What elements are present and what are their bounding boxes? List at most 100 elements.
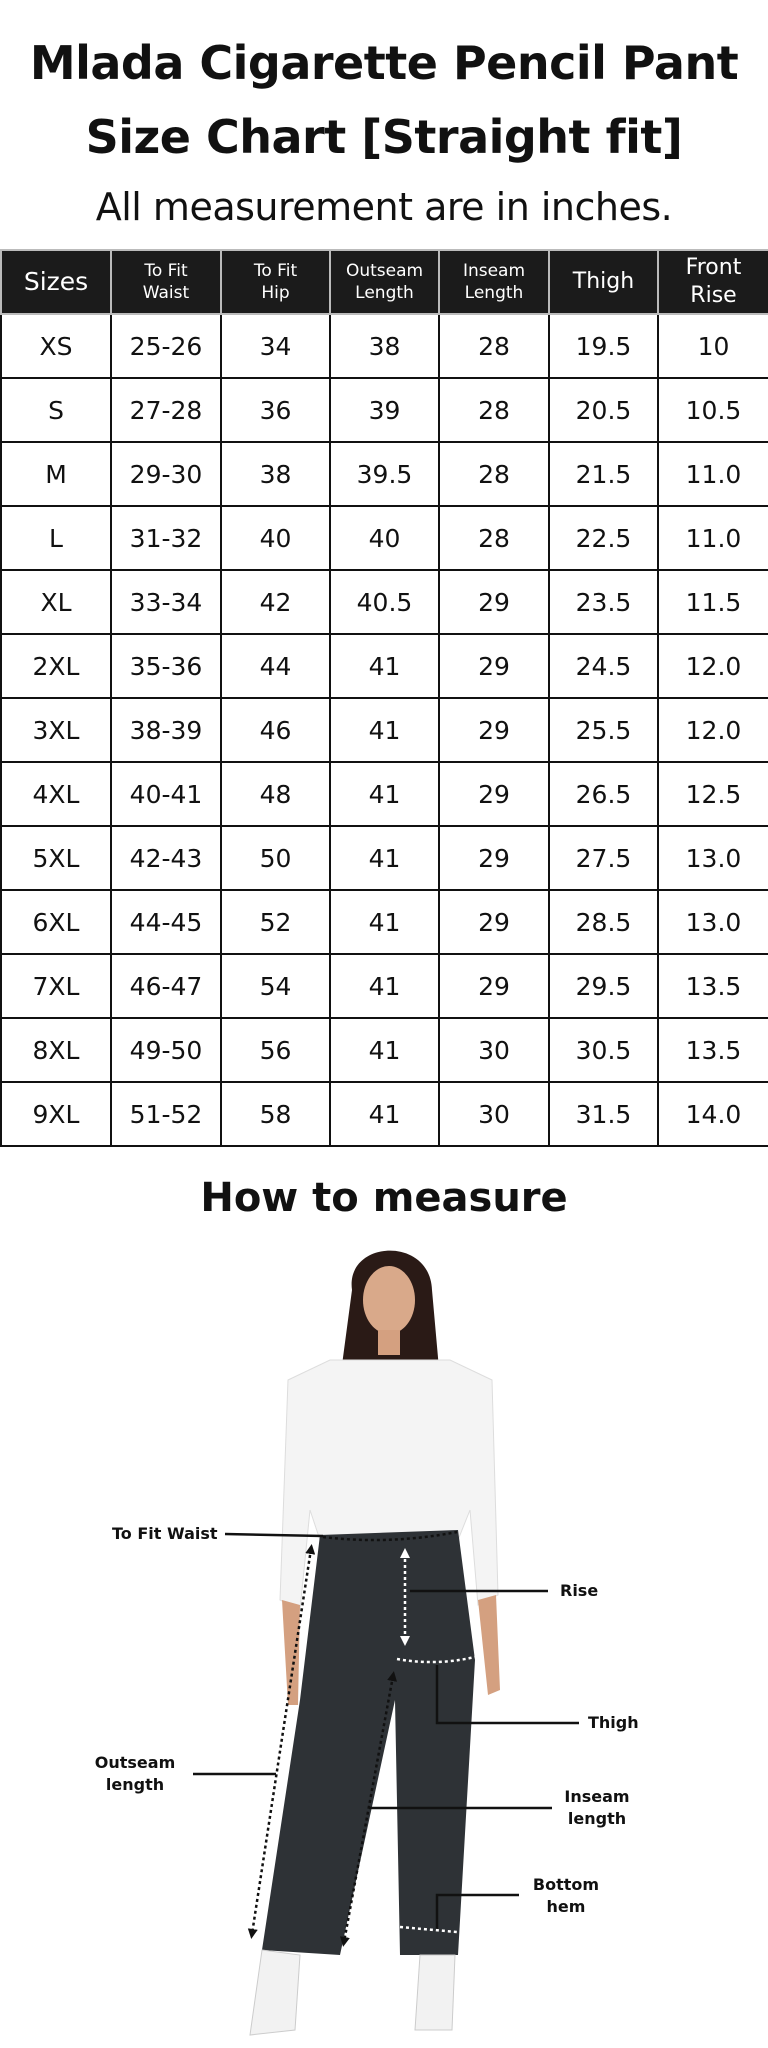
model-illustration — [249, 1250, 500, 2036]
table-cell: 20.5 — [548, 377, 659, 443]
table-cell: 3XL — [0, 697, 112, 763]
table-cell: 24.5 — [548, 633, 659, 699]
neck — [378, 1330, 400, 1355]
table-cell: 41 — [329, 633, 440, 699]
table-cell: 14.0 — [657, 1081, 768, 1147]
table-cell: 42-43 — [110, 825, 222, 891]
table-cell: 2XL — [0, 633, 112, 699]
column-header-line1: To Fit — [253, 261, 298, 281]
label-bottom-hem: Bottom hem — [521, 1874, 611, 1918]
table-cell: 36 — [220, 377, 331, 443]
table-cell: 28 — [438, 441, 550, 507]
label-thigh: Thigh — [588, 1713, 639, 1732]
table-cell: 13.5 — [657, 1017, 768, 1083]
column-header-line1: To Fit — [144, 261, 188, 281]
table-cell: 10.5 — [657, 377, 768, 443]
table-cell: 29 — [438, 825, 550, 891]
table-cell: 11.0 — [657, 505, 768, 571]
table-cell: 28 — [438, 313, 550, 379]
table-cell: 28 — [438, 505, 550, 571]
table-cell: 8XL — [0, 1017, 112, 1083]
column-header: To Fit Waist — [110, 249, 222, 315]
table-cell: 29 — [438, 889, 550, 955]
table-row: 7XL 46-47 54 41 29 29.5 13.5 — [0, 953, 768, 1019]
table-row: M 29-30 38 39.5 28 21.5 11.0 — [0, 441, 768, 507]
table-cell: 27-28 — [110, 377, 222, 443]
table-cell: 26.5 — [548, 761, 659, 827]
table-cell: 13.0 — [657, 889, 768, 955]
column-header-line1: Sizes — [23, 267, 89, 296]
table-cell: 41 — [329, 761, 440, 827]
table-cell: 31-32 — [110, 505, 222, 571]
table-cell: 40 — [220, 505, 331, 571]
table-cell: S — [0, 377, 112, 443]
column-header: Outseam Length — [329, 249, 440, 315]
table-cell: 11.0 — [657, 441, 768, 507]
table-cell: 13.0 — [657, 825, 768, 891]
table-cell: 22.5 — [548, 505, 659, 571]
table-cell: 56 — [220, 1017, 331, 1083]
table-cell: 34 — [220, 313, 331, 379]
table-row: 5XL 42-43 50 41 29 27.5 13.0 — [0, 825, 768, 891]
table-cell: 42 — [220, 569, 331, 635]
table-cell: 54 — [220, 953, 331, 1019]
table-cell: 4XL — [0, 761, 112, 827]
column-header: To Fit Hip — [220, 249, 331, 315]
table-row: 4XL 40-41 48 41 29 26.5 12.5 — [0, 761, 768, 827]
table-cell: 5XL — [0, 825, 112, 891]
table-cell: 40 — [329, 505, 440, 571]
table-cell: 41 — [329, 953, 440, 1019]
column-header-line1: Thigh — [572, 269, 635, 294]
table-cell: 40.5 — [329, 569, 440, 635]
label-outseam-length: Outseam length — [90, 1752, 180, 1796]
table-cell: 29 — [438, 761, 550, 827]
table-row: 6XL 44-45 52 41 29 28.5 13.0 — [0, 889, 768, 955]
table-cell: 38-39 — [110, 697, 222, 763]
table-cell: 44-45 — [110, 889, 222, 955]
table-cell: XL — [0, 569, 112, 635]
label-inseam-line1: Inseam — [564, 1787, 630, 1806]
table-cell: 10 — [657, 313, 768, 379]
table-cell: 11.5 — [657, 569, 768, 635]
table-cell: 58 — [220, 1081, 331, 1147]
column-header-line2: Waist — [142, 283, 190, 303]
table-row: S 27-28 36 39 28 20.5 10.5 — [0, 377, 768, 443]
table-cell: 29 — [438, 953, 550, 1019]
table-cell: 21.5 — [548, 441, 659, 507]
table-row: XS 25-26 34 38 28 19.5 10 — [0, 313, 768, 379]
units-note: All measurement are in inches. — [95, 185, 673, 229]
label-outseam-line1: Outseam — [94, 1753, 176, 1772]
table-cell: 31.5 — [548, 1081, 659, 1147]
table-cell: 40-41 — [110, 761, 222, 827]
table-cell: XS — [0, 313, 112, 379]
table-cell: 23.5 — [548, 569, 659, 635]
page-title-line-1: Mlada Cigarette Pencil Pant — [29, 36, 739, 90]
table-cell: 30 — [438, 1017, 550, 1083]
page-title-line-2: Size Chart [Straight fit] — [85, 110, 683, 164]
label-hem-line2: hem — [546, 1897, 586, 1916]
table-cell: 28 — [438, 377, 550, 443]
table-cell: 49-50 — [110, 1017, 222, 1083]
column-header: Front Rise — [657, 249, 768, 315]
column-header-line1: Inseam — [462, 261, 526, 281]
table-cell: 38 — [329, 313, 440, 379]
column-header-line2: Length — [464, 283, 524, 303]
table-cell: 46-47 — [110, 953, 222, 1019]
table-cell: 9XL — [0, 1081, 112, 1147]
table-cell: 38 — [220, 441, 331, 507]
column-header: Sizes — [0, 249, 112, 315]
table-cell: 39 — [329, 377, 440, 443]
table-cell: 12.0 — [657, 697, 768, 763]
table-row: 9XL 51-52 58 41 30 31.5 14.0 — [0, 1081, 768, 1147]
measurement-lines — [193, 1530, 579, 1947]
table-cell: L — [0, 505, 112, 571]
table-cell: 13.5 — [657, 953, 768, 1019]
table-cell: 41 — [329, 889, 440, 955]
table-cell: 41 — [329, 825, 440, 891]
table-cell: 27.5 — [548, 825, 659, 891]
how-to-measure-heading: How to measure — [200, 1175, 568, 1221]
table-cell: 19.5 — [548, 313, 659, 379]
label-hem-line1: Bottom — [532, 1875, 600, 1894]
label-to-fit-waist: To Fit Waist — [112, 1524, 218, 1543]
table-row: 3XL 38-39 46 41 29 25.5 12.0 — [0, 697, 768, 763]
